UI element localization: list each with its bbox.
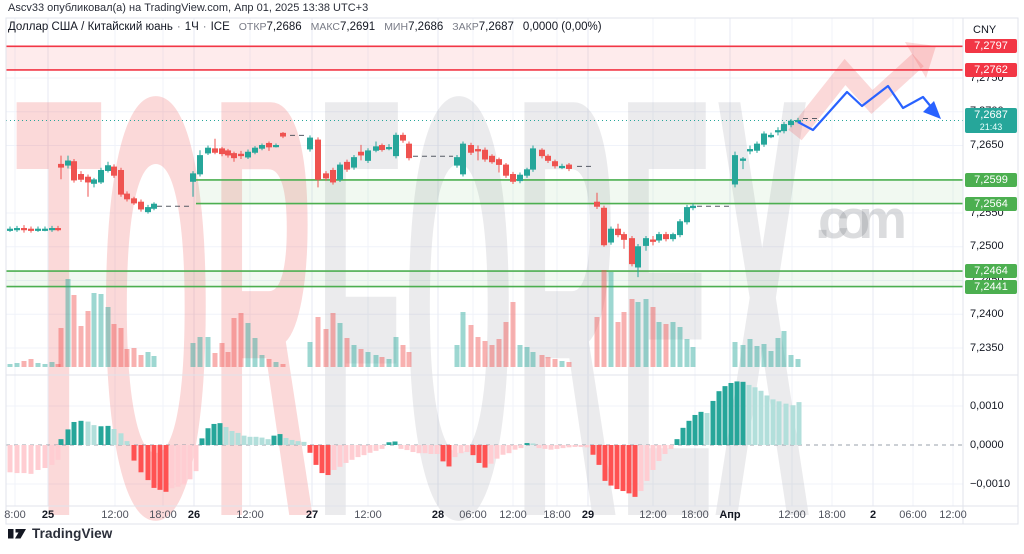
price-tick-label: 7,2500	[970, 240, 1004, 253]
symbol-legend[interactable]: Доллар США / Китайский юань · 1Ч · ICE ОТКР7,…	[8, 21, 602, 33]
volume-bars	[7, 270, 801, 367]
time-tick-day: Апр	[719, 509, 741, 521]
indicator-tick-label: 0,0010	[970, 399, 1004, 412]
candles	[7, 117, 801, 278]
time-tick-hour: 06:00	[899, 509, 927, 521]
high-value: 7,2691	[340, 21, 376, 33]
chart-frame-lines	[5, 17, 1019, 525]
time-tick-day: 27	[305, 509, 319, 521]
gridlines	[6, 18, 963, 506]
time-tick-hour: 12:00	[639, 509, 667, 521]
low-label: МИН	[384, 21, 409, 33]
price-level-label-7_2687: 7,2687 21:43	[965, 107, 1017, 133]
time-tick-hour: 12:00	[236, 509, 264, 521]
tradingview-wordmark: TradingView	[32, 526, 113, 541]
price-level-label-7_2762: 7,2762	[965, 62, 1017, 77]
price-level-label-7_2464: 7,2464	[965, 264, 1017, 279]
price-level-label-7_2441: 7,2441	[965, 279, 1017, 294]
time-tick-day: 26	[187, 509, 201, 521]
time-tick-hour: 18:00	[543, 509, 571, 521]
forecast-arrow	[797, 84, 941, 132]
time-tick-hour: 8:00	[4, 509, 26, 521]
tradingview-logo-icon	[8, 529, 26, 539]
close-value: 7,2687	[478, 21, 514, 33]
time-tick-hour: 12:00	[101, 509, 129, 521]
svg-text:.com: .com	[815, 188, 907, 250]
time-tick-hour: 18:00	[818, 509, 846, 521]
symbol-title[interactable]: Доллар США / Китайский юань	[8, 21, 173, 33]
time-tick-day: 25	[41, 509, 55, 521]
indicator-histogram	[6, 381, 963, 497]
time-tick-hour: 12:00	[499, 509, 527, 521]
time-axis[interactable]: 8:00 25 12:00 18:00 26 12:00 27 12:00 28 06:00 12:…	[0, 506, 966, 526]
svg-text:TORFOREX: TORFOREX	[15, 0, 811, 554]
open-label: ОТКР	[238, 21, 267, 33]
exchange-label: ICE	[210, 21, 230, 33]
legend-separator: ·	[176, 21, 181, 33]
time-tick-hour: 18:00	[681, 509, 709, 521]
time-tick-day: 2	[869, 509, 877, 521]
currency-label: CNY	[973, 24, 997, 36]
legend-separator: ·	[202, 21, 207, 33]
session-break-lines	[157, 118, 817, 207]
time-tick-day: 29	[581, 509, 595, 521]
time-tick-hour: 18:00	[149, 509, 177, 521]
bar-countdown: 21:43	[979, 121, 1003, 132]
price-tick-label: 7,2400	[970, 307, 1004, 320]
price-tick-label: 7,2650	[970, 139, 1004, 151]
time-tick-hour: 12:00	[778, 509, 806, 521]
price-level-label-7_2599: 7,2599	[965, 172, 1017, 187]
price-level-label-7_2564: 7,2564	[965, 196, 1017, 211]
time-tick-hour: 12:00	[354, 509, 382, 521]
interval-label[interactable]: 1Ч	[184, 21, 199, 33]
torforex-watermark: TORFOREX.com	[15, 0, 936, 554]
time-tick-day: 28	[431, 509, 445, 521]
open-value: 7,2686	[266, 21, 302, 33]
indicator-tick-label: 0,0000	[970, 438, 1004, 451]
indicator-tick-label: −0,0010	[970, 477, 1011, 490]
price-level-label-7_2797: 7,2797	[965, 39, 1017, 54]
attribution-text: Ascv33 опубликовал(а) на TradingView.com…	[8, 2, 369, 14]
close-label: ЗАКР	[452, 21, 479, 33]
price-axis[interactable]: CNY 7,27507,27007,26507,25507,25007,2450…	[963, 18, 1024, 506]
time-tick-hour: 12:00	[939, 509, 967, 521]
tradingview-branding[interactable]: TradingView	[8, 526, 112, 541]
time-tick-hour: 06:00	[459, 509, 487, 521]
support-resistance-zones	[6, 45, 963, 288]
low-value: 7,2686	[408, 21, 444, 33]
price-tick-label: 7,2350	[970, 341, 1004, 354]
change-value: 0,0000 (0,00%)	[522, 21, 602, 33]
high-label: МАКС	[310, 21, 340, 33]
